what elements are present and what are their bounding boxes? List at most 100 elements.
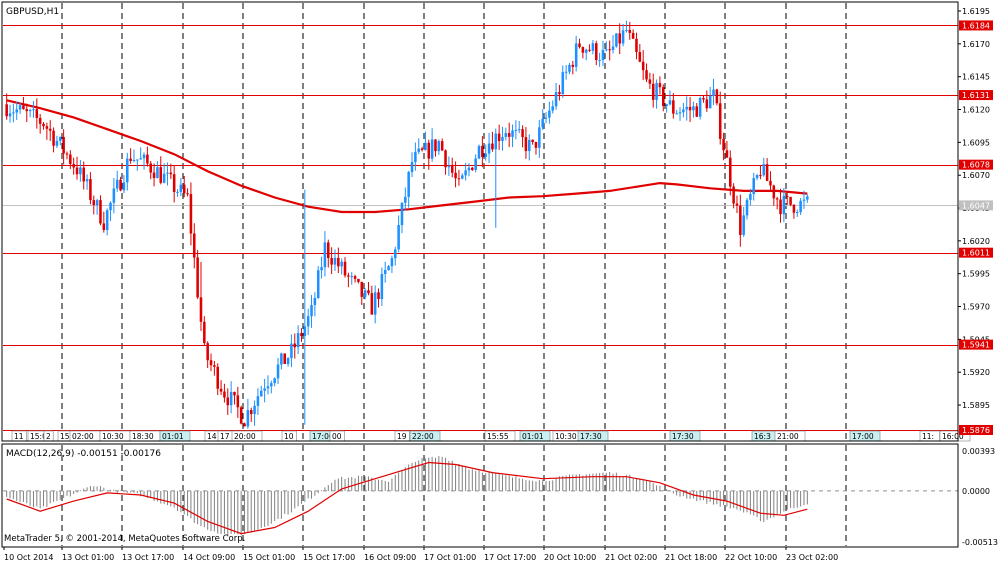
candle-bear[interactable] bbox=[454, 172, 457, 179]
candle-bear[interactable] bbox=[38, 117, 42, 124]
candle-bull[interactable] bbox=[256, 396, 260, 406]
candle-bear[interactable] bbox=[718, 103, 722, 139]
candle-bull[interactable] bbox=[655, 83, 658, 100]
candle-bull[interactable] bbox=[474, 158, 477, 170]
candle-bull[interactable] bbox=[799, 200, 802, 213]
candle-bull[interactable] bbox=[320, 267, 323, 271]
candle-bull[interactable] bbox=[400, 202, 404, 226]
candle-bull[interactable] bbox=[514, 129, 518, 131]
candle-bull[interactable] bbox=[742, 215, 745, 235]
candle-bear[interactable] bbox=[581, 47, 585, 53]
candle-bear[interactable] bbox=[172, 174, 176, 193]
candle-bull[interactable] bbox=[424, 142, 427, 151]
candle-bull[interactable] bbox=[625, 29, 628, 31]
candle-bull[interactable] bbox=[437, 141, 441, 152]
candle-bull[interactable] bbox=[802, 199, 806, 201]
candle-bear[interactable] bbox=[92, 200, 96, 206]
candle-bull[interactable] bbox=[410, 162, 414, 173]
candle-bull[interactable] bbox=[477, 145, 481, 159]
candle-bear[interactable] bbox=[89, 179, 92, 201]
candle-bear[interactable] bbox=[233, 391, 236, 396]
candle-bull[interactable] bbox=[584, 49, 588, 53]
candle-bull[interactable] bbox=[380, 273, 384, 300]
candle-bull[interactable] bbox=[484, 153, 487, 157]
candle-bear[interactable] bbox=[638, 52, 642, 62]
candle-bull[interactable] bbox=[156, 167, 159, 179]
candle-bull[interactable] bbox=[682, 109, 685, 113]
candle-bull[interactable] bbox=[678, 112, 682, 114]
candle-bear[interactable] bbox=[521, 129, 524, 138]
candle-bull[interactable] bbox=[85, 179, 89, 182]
candle-bear[interactable] bbox=[732, 186, 735, 204]
level-price-tag[interactable] bbox=[959, 339, 993, 350]
candle-bear[interactable] bbox=[72, 163, 75, 168]
candle-bear[interactable] bbox=[769, 180, 772, 186]
candle-bull[interactable] bbox=[132, 160, 136, 162]
candle-bull[interactable] bbox=[176, 191, 179, 193]
candle-bull[interactable] bbox=[390, 258, 394, 267]
candle-bear[interactable] bbox=[239, 407, 243, 424]
candle-bull[interactable] bbox=[32, 109, 35, 111]
candle-bull[interactable] bbox=[179, 184, 183, 192]
candle-bull[interactable] bbox=[417, 148, 420, 152]
candle-bull[interactable] bbox=[407, 172, 410, 197]
candle-bear[interactable] bbox=[531, 139, 534, 143]
candle-bull[interactable] bbox=[591, 43, 595, 51]
candle-bear[interactable] bbox=[558, 92, 561, 95]
candle-bull[interactable] bbox=[229, 391, 233, 406]
candle-bull[interactable] bbox=[273, 378, 276, 384]
candle-bull[interactable] bbox=[105, 210, 109, 231]
candle-bull[interactable] bbox=[12, 112, 15, 114]
candle-bull[interactable] bbox=[749, 194, 752, 200]
candle-bull[interactable] bbox=[487, 143, 491, 154]
candle-bull[interactable] bbox=[350, 276, 353, 278]
candle-bear[interactable] bbox=[524, 137, 528, 152]
candle-bear[interactable] bbox=[69, 154, 72, 164]
candle-bear[interactable] bbox=[152, 172, 156, 179]
candle-bear[interactable] bbox=[471, 167, 474, 170]
candle-bear[interactable] bbox=[300, 333, 303, 336]
candle-bull[interactable] bbox=[122, 182, 126, 191]
candle-bull[interactable] bbox=[15, 109, 18, 113]
candle-bull[interactable] bbox=[675, 113, 678, 115]
candle-bull[interactable] bbox=[166, 172, 169, 174]
candle-bull[interactable] bbox=[796, 212, 799, 214]
candle-bear[interactable] bbox=[434, 139, 437, 152]
candle-bear[interactable] bbox=[571, 64, 575, 67]
candle-bull[interactable] bbox=[253, 405, 256, 415]
candle-bull[interactable] bbox=[551, 106, 554, 111]
candle-bear[interactable] bbox=[765, 164, 769, 181]
candle-bull[interactable] bbox=[142, 154, 146, 159]
candle-bear[interactable] bbox=[249, 410, 253, 415]
candle-bear[interactable] bbox=[209, 360, 213, 366]
candle-bull[interactable] bbox=[260, 390, 263, 397]
candle-bull[interactable] bbox=[276, 364, 280, 379]
candle-bear[interactable] bbox=[25, 109, 29, 112]
candle-bull[interactable] bbox=[605, 49, 608, 51]
candle-bear[interactable] bbox=[641, 61, 645, 71]
candle-bear[interactable] bbox=[779, 199, 782, 215]
candle-bull[interactable] bbox=[806, 196, 809, 200]
candle-bull[interactable] bbox=[59, 137, 62, 141]
candle-bear[interactable] bbox=[705, 99, 709, 109]
candle-bear[interactable] bbox=[578, 43, 581, 48]
candle-bear[interactable] bbox=[182, 184, 186, 194]
candle-bear[interactable] bbox=[327, 242, 330, 259]
candle-bear[interactable] bbox=[672, 100, 675, 114]
candle-bear[interactable] bbox=[347, 275, 350, 277]
candle-bear[interactable] bbox=[648, 79, 652, 84]
candle-bear[interactable] bbox=[199, 297, 203, 322]
candle-bear[interactable] bbox=[722, 138, 725, 151]
candle-bear[interactable] bbox=[206, 343, 209, 361]
candle-bull[interactable] bbox=[544, 117, 548, 119]
candle-bull[interactable] bbox=[464, 170, 467, 176]
candle-bull[interactable] bbox=[598, 60, 601, 62]
candle-bear[interactable] bbox=[608, 49, 611, 51]
candle-bull[interactable] bbox=[615, 33, 618, 47]
candle-bull[interactable] bbox=[394, 249, 397, 259]
candle-bear[interactable] bbox=[785, 195, 789, 197]
candle-bear[interactable] bbox=[42, 123, 45, 127]
candle-bull[interactable] bbox=[109, 202, 112, 211]
time-axis[interactable]: 10 Oct 2014 13 Oct 01:00 13 Oct 17:00 14 Oc… bbox=[3, 547, 838, 562]
candle-bull[interactable] bbox=[762, 164, 766, 176]
